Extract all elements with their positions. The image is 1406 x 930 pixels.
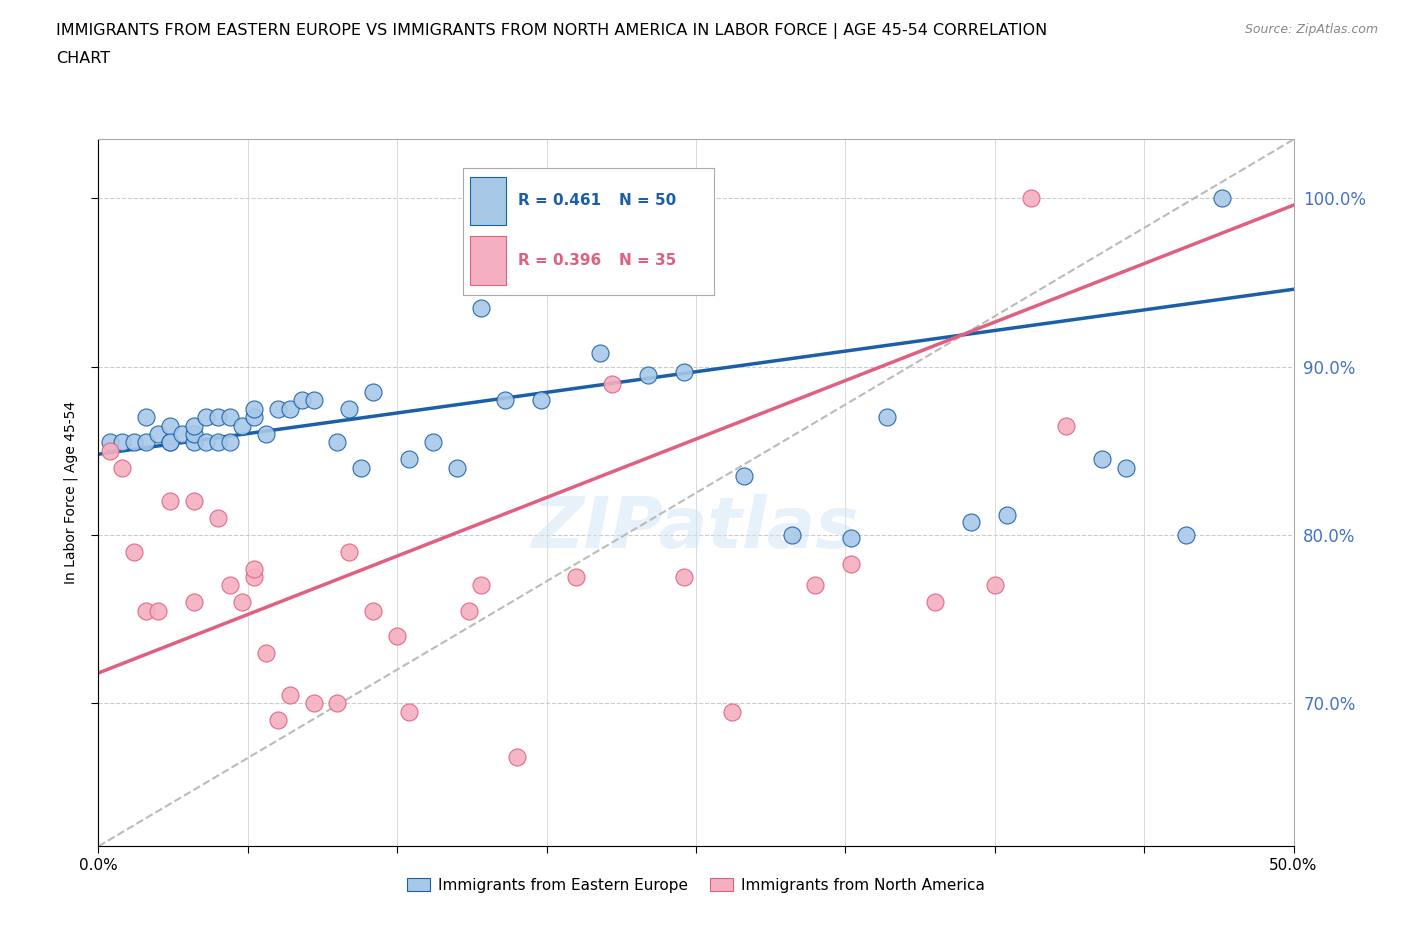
Point <box>183 595 205 610</box>
Point <box>339 544 360 559</box>
Point <box>254 645 277 660</box>
Point <box>363 604 385 618</box>
Point <box>1054 418 1078 433</box>
Text: IMMIGRANTS FROM EASTERN EUROPE VS IMMIGRANTS FROM NORTH AMERICA IN LABOR FORCE |: IMMIGRANTS FROM EASTERN EUROPE VS IMMIGR… <box>56 23 1047 39</box>
Point <box>159 418 181 433</box>
Text: R = 0.396: R = 0.396 <box>519 253 602 268</box>
Point <box>194 435 218 450</box>
Point <box>1115 460 1137 475</box>
Point <box>494 392 516 407</box>
Point <box>673 365 696 379</box>
Point <box>111 435 134 450</box>
Y-axis label: In Labor Force | Age 45-54: In Labor Force | Age 45-54 <box>63 402 79 584</box>
Point <box>804 578 827 593</box>
Point <box>159 435 181 450</box>
Point <box>302 392 325 407</box>
Point <box>207 511 229 525</box>
Point <box>183 427 205 442</box>
Point <box>589 346 612 361</box>
Point <box>219 410 242 425</box>
Text: N = 50: N = 50 <box>619 193 676 208</box>
Point <box>231 595 253 610</box>
Point <box>841 556 863 571</box>
Point <box>995 508 1018 523</box>
Text: R = 0.461: R = 0.461 <box>519 193 602 208</box>
Point <box>350 460 373 475</box>
Point <box>124 544 146 559</box>
Point <box>243 410 266 425</box>
Point <box>422 435 444 450</box>
Point <box>183 418 205 433</box>
Point <box>1091 452 1114 467</box>
Point <box>326 435 349 450</box>
Point <box>637 367 659 382</box>
Point <box>339 402 360 417</box>
Point <box>470 578 492 593</box>
Point <box>1211 191 1233 206</box>
Point <box>135 604 157 618</box>
Point <box>243 569 266 584</box>
Point <box>841 531 863 546</box>
Point <box>780 527 803 542</box>
Bar <box>471 177 506 225</box>
Point <box>278 687 301 702</box>
Point <box>959 514 981 529</box>
Point <box>385 629 409 644</box>
Point <box>159 435 181 450</box>
Point <box>194 410 218 425</box>
Point <box>398 452 420 467</box>
Point <box>733 469 755 484</box>
Point <box>98 444 122 458</box>
Point <box>148 427 170 442</box>
Text: N = 35: N = 35 <box>619 253 676 268</box>
Point <box>876 410 898 425</box>
Point <box>111 460 134 475</box>
Point <box>243 402 266 417</box>
Point <box>267 402 290 417</box>
Point <box>446 460 468 475</box>
Point <box>721 704 744 719</box>
Point <box>291 392 314 407</box>
Point <box>673 569 696 584</box>
Text: CHART: CHART <box>56 51 110 66</box>
Point <box>159 494 181 509</box>
Point <box>924 595 946 610</box>
Point <box>470 300 492 315</box>
Point <box>302 696 325 711</box>
Point <box>148 604 170 618</box>
Point <box>254 427 277 442</box>
Point <box>602 376 624 391</box>
Point <box>267 712 290 727</box>
Point <box>231 418 253 433</box>
Point <box>1019 191 1042 206</box>
Text: Source: ZipAtlas.com: Source: ZipAtlas.com <box>1244 23 1378 36</box>
Point <box>398 704 420 719</box>
Point <box>1175 527 1198 542</box>
Point <box>172 427 194 442</box>
Point <box>183 435 205 450</box>
Point <box>529 392 551 407</box>
Point <box>207 410 229 425</box>
Point <box>458 604 481 618</box>
Text: ZIPatlas: ZIPatlas <box>533 494 859 563</box>
Legend: Immigrants from Eastern Europe, Immigrants from North America: Immigrants from Eastern Europe, Immigran… <box>401 871 991 898</box>
Bar <box>471 236 506 285</box>
Point <box>219 578 242 593</box>
Point <box>207 435 229 450</box>
Point <box>98 435 122 450</box>
Point <box>183 494 205 509</box>
Point <box>219 435 242 450</box>
Point <box>363 384 385 399</box>
Point <box>565 569 588 584</box>
Point <box>506 750 529 764</box>
Point <box>326 696 349 711</box>
Point <box>124 435 146 450</box>
Point <box>135 435 157 450</box>
Point <box>278 402 301 417</box>
Point <box>984 578 1007 593</box>
Point <box>243 561 266 576</box>
Point <box>135 410 157 425</box>
